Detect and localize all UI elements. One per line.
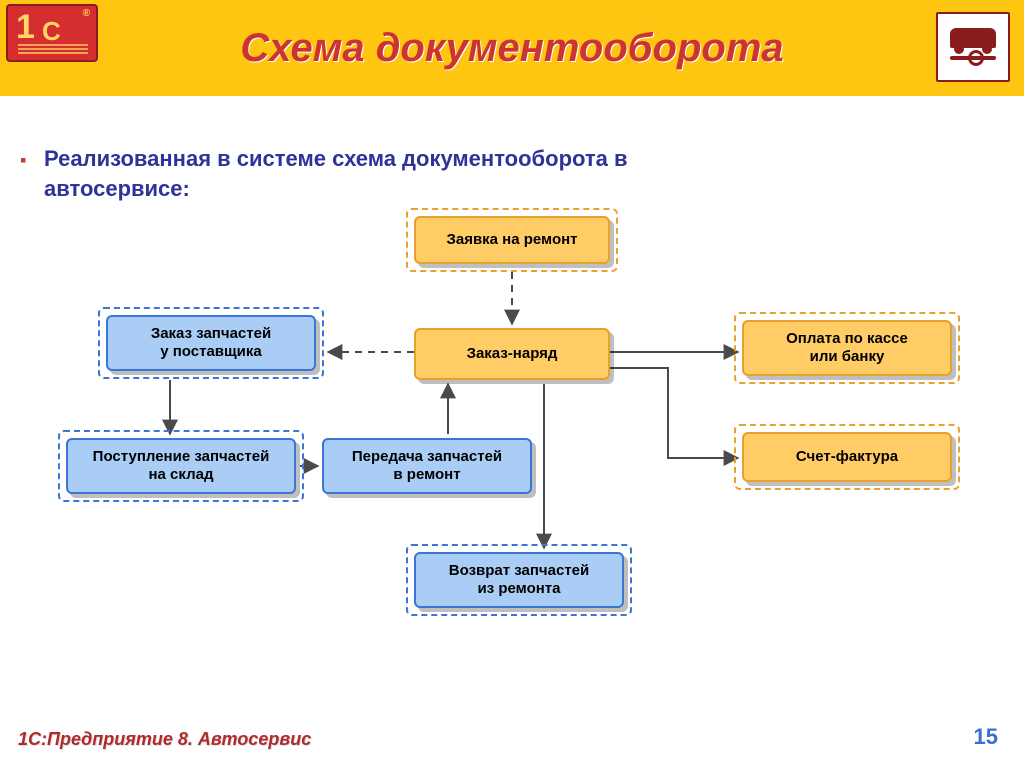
flow-edge [610,368,738,458]
flowchart-canvas: Заявка на ремонт Заказ-наряд Оплата по кас… [0,0,1024,768]
flow-node: Заказ-наряд [414,328,610,380]
flow-node: Оплата по кассеили банку [742,320,952,376]
flow-node: Заявка на ремонт [414,216,610,264]
flowchart-arrows [0,0,1024,768]
flow-node: Заказ запчастейу поставщика [106,315,316,371]
footer-page-number: 15 [974,724,998,750]
flow-node: Счет-фактура [742,432,952,482]
flow-node: Поступление запчастейна склад [66,438,296,494]
flow-node: Передача запчастейв ремонт [322,438,532,494]
footer-product: 1С:Предприятие 8. Автосервис [18,729,311,750]
flow-node: Возврат запчастейиз ремонта [414,552,624,608]
